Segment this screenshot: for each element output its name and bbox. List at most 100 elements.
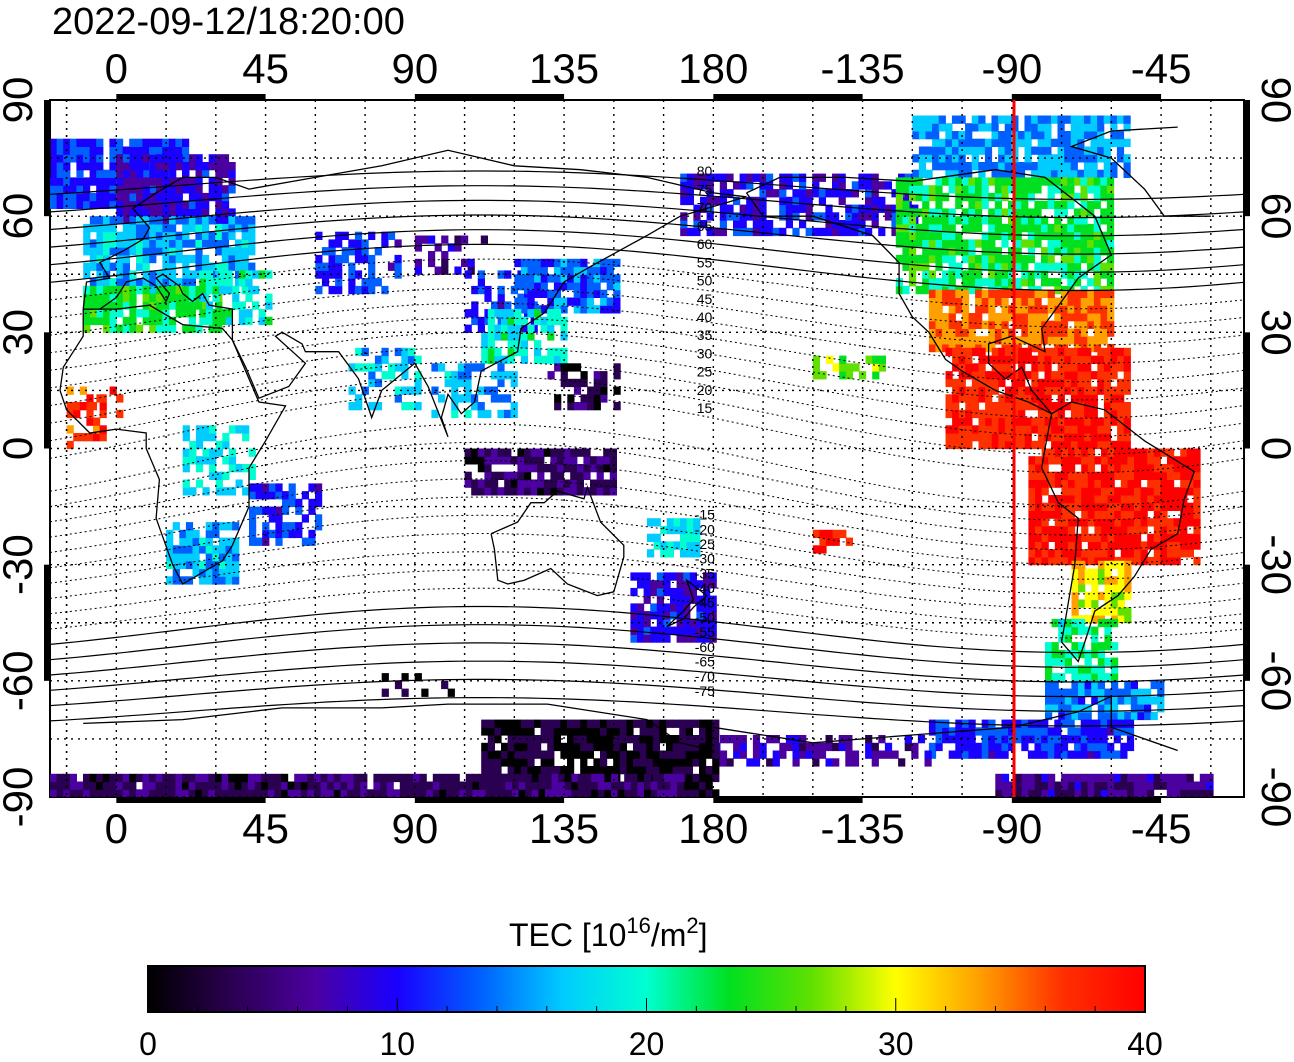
tec-cell [1087,518,1095,527]
tec-cell [975,336,983,345]
tec-cell [314,789,322,797]
tec-cell [116,138,124,147]
tec-cell [524,479,532,488]
tec-cell [1014,177,1022,186]
tec-cell [663,626,671,635]
tec-cell [1004,433,1013,442]
tec-cell [472,781,480,790]
tec-cell [1054,742,1062,752]
tec-cell [428,251,436,260]
tec-cell [719,204,727,213]
tec-cell [683,595,691,604]
tec-cell [978,138,986,147]
tec-cell [643,580,651,589]
tec-cell [381,285,389,295]
tec-cell [871,173,879,182]
tec-cell [554,363,562,372]
tec-cell [494,324,502,333]
tec-cell [534,282,542,291]
tec-cell [1041,313,1049,322]
tec-cell [902,185,910,194]
tec-cell [76,146,84,155]
tec-cell [1027,192,1035,202]
tec-cell [241,773,249,783]
tec-cell [1087,781,1095,790]
tec-cell [102,773,110,783]
tec-cell [1120,750,1128,759]
left-latitude-ticks: 9060300-30-60-90 [0,77,41,828]
tec-cell [434,243,442,252]
tec-cell [215,169,223,178]
tec-cell [968,727,976,736]
tec-cell [739,204,747,213]
tec-cell [1024,425,1032,434]
tec-cell [1041,541,1049,550]
tec-cell [315,270,323,279]
tec-cell [487,750,495,759]
tec-cell [971,378,980,388]
tec-cell [205,270,213,279]
tec-cell [1031,425,1039,434]
tec-cell [50,200,58,209]
tec-cell [567,735,575,744]
tec-cell [1060,223,1068,233]
tec-cell [1021,727,1029,736]
mlat-contour [50,496,1244,565]
tec-cell [991,378,999,388]
tec-cell [109,324,117,333]
tec-cell [672,719,680,728]
tec-cell [1080,336,1088,345]
tec-cell [534,340,542,349]
tec-cell [981,297,989,306]
tec-cell [593,742,601,752]
tec-cell [1153,773,1161,783]
tec-cell [696,634,704,643]
tec-cell [955,239,963,248]
tec-cell [644,773,652,783]
tec-cell [961,185,969,194]
frame-thick-border [44,94,1250,803]
tec-cell [261,781,269,790]
tec-cell [1091,673,1099,682]
tec-cell [50,154,58,163]
tec-cell [1101,487,1109,496]
tec-cell [56,781,64,790]
tec-cell [1045,711,1053,721]
tec-cell [752,220,760,229]
tec-cell [1060,719,1069,728]
tec-cell [955,177,963,186]
tec-cell [341,231,349,240]
tec-cell [348,262,356,271]
tec-cell [679,750,687,759]
tec-cell [136,154,144,163]
tec-cell [1101,495,1109,504]
tec-cell [613,363,621,372]
tec-cell [1054,336,1062,345]
tec-cell [414,243,422,252]
tec-cell [155,247,163,256]
tec-cell [553,316,561,326]
tec-cell [491,448,499,457]
tec-cell [1106,200,1115,209]
tec-cell [998,440,1006,450]
tec-cell [965,425,973,434]
tec-cell [527,766,535,775]
tec-cell [457,371,465,380]
tec-cell [1054,549,1062,558]
tec-cell [149,177,157,186]
tec-cell [1117,696,1125,705]
tec-cell [1123,371,1131,380]
tec-cell [1123,123,1131,132]
tec-cell [1094,456,1102,465]
tec-cell [1071,642,1079,651]
tec-cell [484,464,492,473]
tec-cell [252,270,260,279]
tec-cell [1114,518,1122,527]
tec-cell [1041,247,1049,256]
tec-cell [1041,289,1049,298]
tec-cell [1137,711,1145,721]
tec-cell [1093,320,1102,329]
latitude-tick-label: 0 [1253,437,1294,460]
tec-cell [1123,115,1131,124]
tec-cell [693,518,701,527]
